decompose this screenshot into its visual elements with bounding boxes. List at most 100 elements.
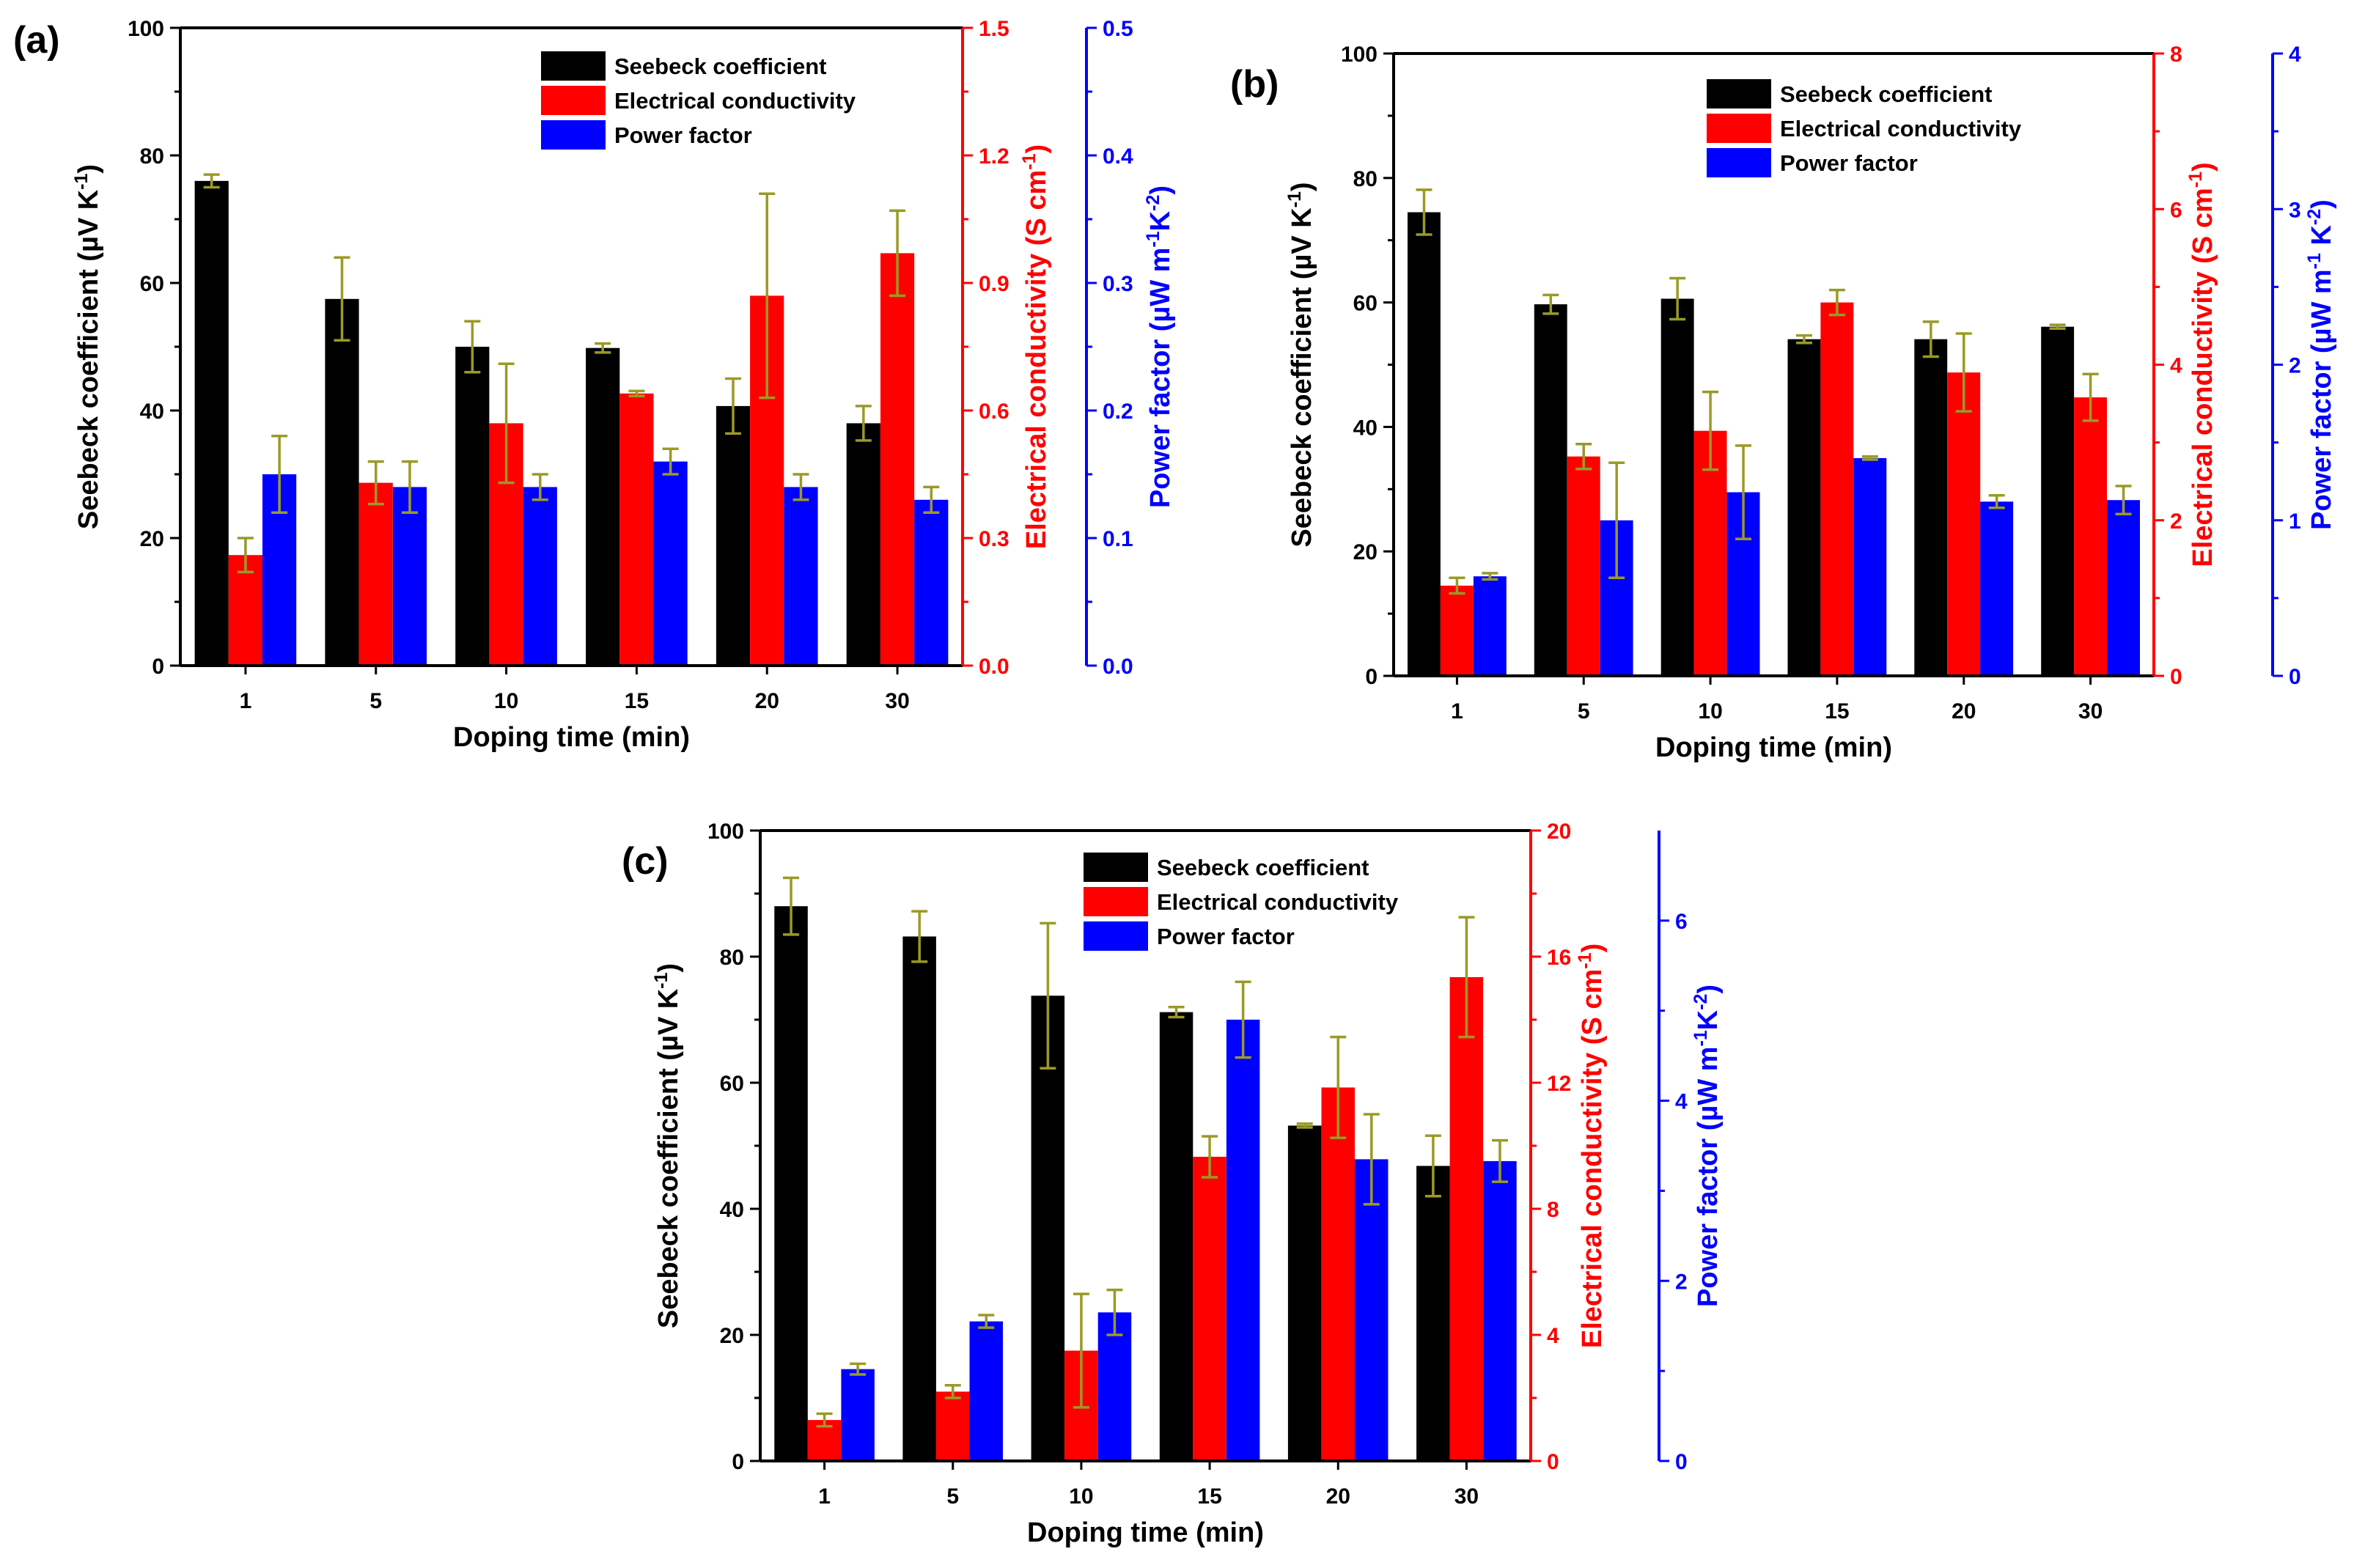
power-factor-bar xyxy=(1483,1160,1517,1461)
seebeck-error-bar xyxy=(1168,1006,1185,1019)
legend-label-conductivity: Electrical conductivity xyxy=(1157,889,1399,915)
right-y-tick-label: 4 xyxy=(1675,1090,1688,1114)
mid-y-tick-label: 16 xyxy=(1547,946,1571,970)
left-y-tick-label: 80 xyxy=(140,144,164,169)
panel-label: (c) xyxy=(622,840,669,883)
mid-y-tick-label: 4 xyxy=(1547,1324,1559,1348)
seebeck-error-bar xyxy=(2049,323,2066,331)
mid-y-tick-label: 6 xyxy=(2170,198,2182,222)
power-factor-bar xyxy=(523,487,557,666)
mid-y-tick-label: 0.6 xyxy=(979,400,1009,424)
seebeck-error-bar xyxy=(1296,1122,1313,1129)
power-factor-error-bar xyxy=(1988,494,2005,509)
left-y-tick-label: 20 xyxy=(720,1324,744,1348)
x-tick-label: 1 xyxy=(818,1484,831,1509)
conductivity-error-bar xyxy=(628,389,645,398)
seebeck-error-bar xyxy=(203,173,220,189)
power-factor-bar xyxy=(1473,576,1507,676)
conductivity-bar xyxy=(1193,1157,1226,1461)
power-factor-bar xyxy=(1980,501,2014,676)
conductivity-bar xyxy=(1567,456,1600,676)
x-tick-label: 1 xyxy=(1451,699,1463,724)
right-y-axis-title: Power factor (µW m-1K-2) xyxy=(1691,984,1724,1307)
power-factor-bar xyxy=(1226,1020,1260,1461)
seebeck-error-bar xyxy=(1040,921,1056,1070)
x-tick-label: 5 xyxy=(1578,699,1590,724)
legend-swatch-conductivity xyxy=(541,86,606,115)
conductivity-bar xyxy=(2074,397,2107,676)
mid-y-tick-label: 0 xyxy=(1547,1450,1559,1474)
mid-y-tick-label: 8 xyxy=(2170,43,2182,67)
power-factor-error-bar xyxy=(1235,980,1251,1059)
right-y-tick-label: 3 xyxy=(2289,198,2301,222)
seebeck-bar xyxy=(1534,304,1567,676)
power-factor-bar xyxy=(969,1321,1003,1461)
conductivity-error-bar xyxy=(237,537,254,574)
x-tick-label: 10 xyxy=(1698,699,1722,724)
seebeck-error-bar xyxy=(855,405,872,442)
conductivity-error-bar xyxy=(1702,390,1719,471)
legend-swatch-power-factor xyxy=(541,120,606,150)
mid-y-axis-title: Electrical conductivity (S cm-1) xyxy=(1019,144,1052,549)
power-factor-error-bar xyxy=(923,485,940,514)
seebeck-error-bar xyxy=(595,342,611,354)
seebeck-bar xyxy=(455,347,490,666)
right-y-tick-label: 6 xyxy=(1675,910,1688,934)
seebeck-bar xyxy=(2041,326,2075,676)
conductivity-bar xyxy=(1321,1087,1355,1461)
conductivity-error-bar xyxy=(1575,442,1592,471)
mid-y-axis-title: Electrical conductivity (S cm-1) xyxy=(1575,943,1608,1348)
left-y-tick-label: 100 xyxy=(1341,43,1378,67)
seebeck-bar xyxy=(1031,995,1065,1461)
legend-swatch-seebeck xyxy=(541,51,606,81)
right-y-tick-label: 0.3 xyxy=(1103,272,1133,296)
conductivity-error-bar xyxy=(1202,1135,1218,1179)
power-factor-bar xyxy=(914,499,949,666)
legend-label-seebeck: Seebeck coefficient xyxy=(614,54,826,79)
legend-label-seebeck: Seebeck coefficient xyxy=(1780,81,1992,107)
left-y-tick-label: 60 xyxy=(720,1072,744,1096)
legend-label-power-factor: Power factor xyxy=(1780,150,1918,176)
mid-y-tick-label: 2 xyxy=(2170,509,2182,534)
power-factor-bar xyxy=(653,461,688,666)
seebeck-error-bar xyxy=(911,910,928,963)
left-y-tick-label: 20 xyxy=(1353,540,1378,564)
right-y-tick-label: 0 xyxy=(1675,1450,1688,1474)
panel-label: (a) xyxy=(13,19,60,62)
mid-y-tick-label: 20 xyxy=(1547,820,1571,844)
conductivity-bar xyxy=(228,555,262,666)
conductivity-error-bar xyxy=(1449,576,1465,595)
seebeck-bar xyxy=(325,298,359,666)
left-y-tick-label: 0 xyxy=(152,655,164,679)
conductivity-bar xyxy=(880,253,915,666)
right-y-tick-label: 0.5 xyxy=(1103,17,1133,41)
power-factor-bar xyxy=(784,487,818,666)
seebeck-error-bar xyxy=(1795,334,1812,345)
x-tick-label: 30 xyxy=(885,689,909,713)
seebeck-bar xyxy=(1416,1166,1450,1461)
power-factor-error-bar xyxy=(2115,485,2132,516)
power-factor-error-bar xyxy=(792,473,809,501)
left-y-tick-label: 80 xyxy=(720,946,744,970)
left-y-tick-label: 40 xyxy=(140,400,164,424)
legend-label-power-factor: Power factor xyxy=(1157,924,1295,949)
power-factor-error-bar xyxy=(1482,572,1498,581)
power-factor-error-bar xyxy=(1106,1288,1123,1336)
seebeck-error-bar xyxy=(464,320,481,374)
right-y-tick-label: 2 xyxy=(1675,1270,1688,1294)
seebeck-error-bar xyxy=(334,256,350,342)
x-tick-label: 15 xyxy=(625,689,649,713)
seebeck-bar xyxy=(902,936,936,1461)
seebeck-error-bar xyxy=(783,876,800,936)
left-y-tick-label: 100 xyxy=(707,820,744,844)
power-factor-error-bar xyxy=(850,1362,867,1376)
x-axis-title: Doping time (min) xyxy=(1027,1517,1264,1548)
left-y-tick-label: 0 xyxy=(732,1450,744,1474)
seebeck-error-bar xyxy=(1922,320,1939,358)
left-y-tick-label: 100 xyxy=(128,17,164,41)
conductivity-bar xyxy=(1440,585,1474,676)
seebeck-bar xyxy=(1914,339,1948,676)
